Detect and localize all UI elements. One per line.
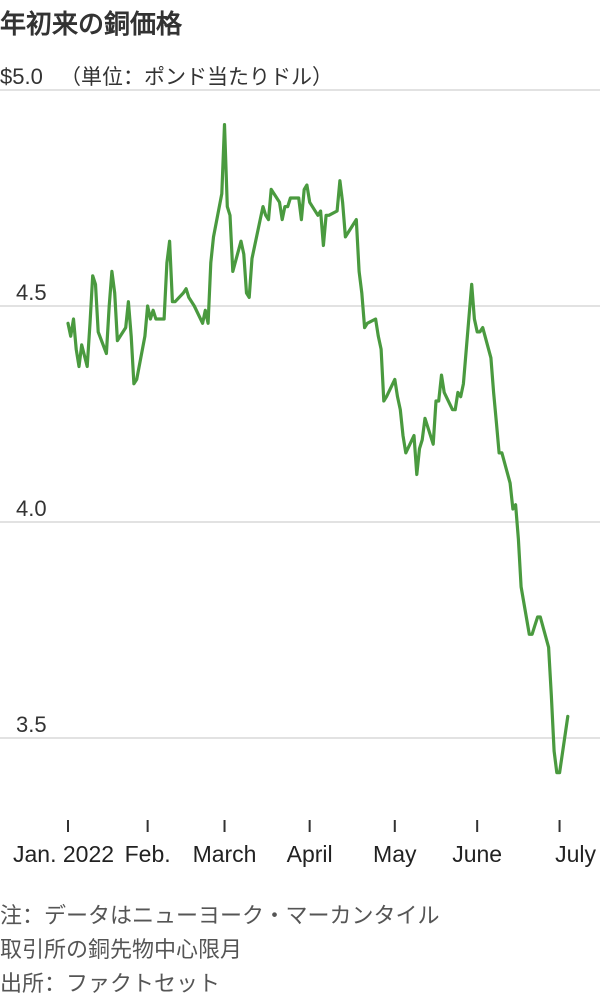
note-line-1: 注：データはニューヨーク・マーカンタイル	[0, 904, 440, 929]
y-tick-label: $5.0	[0, 64, 43, 89]
x-tick-label: Feb.	[125, 841, 171, 867]
unit-label: （単位：ポンド当たりドル）	[60, 66, 333, 89]
page-title: 年初来の銅価格	[0, 10, 183, 40]
note-line-2: 取引所の銅先物中心限月	[0, 938, 243, 963]
x-tick-label: June	[452, 841, 502, 867]
price-series	[66, 123, 570, 775]
chart-notes: 注：データはニューヨーク・マーカンタイル 取引所の銅先物中心限月 出所：ファクト…	[0, 900, 440, 1000]
note-line-3: 出所：ファクトセット	[0, 972, 221, 997]
grid-lines	[0, 89, 600, 739]
y-tick-label: 4.0	[16, 496, 47, 521]
x-tick-label: Jan. 2022	[13, 841, 114, 867]
x-tick-label: March	[193, 841, 257, 867]
copper-price-chart: （単位：ポンド当たりドル） $5.0 4.5 4.0 3.5 Jan. 2022 Feb…	[0, 64, 600, 867]
series-line	[66, 123, 570, 775]
x-tick-label: April	[287, 841, 333, 867]
x-tick-label: May	[373, 841, 417, 867]
x-axis: Jan. 2022 Feb. March April May June July	[13, 820, 596, 867]
y-tick-label: 4.5	[16, 280, 47, 305]
y-axis-labels: （単位：ポンド当たりドル） $5.0 4.5 4.0 3.5	[0, 64, 333, 737]
x-tick-label: July	[555, 841, 596, 867]
y-tick-label: 3.5	[16, 712, 47, 737]
